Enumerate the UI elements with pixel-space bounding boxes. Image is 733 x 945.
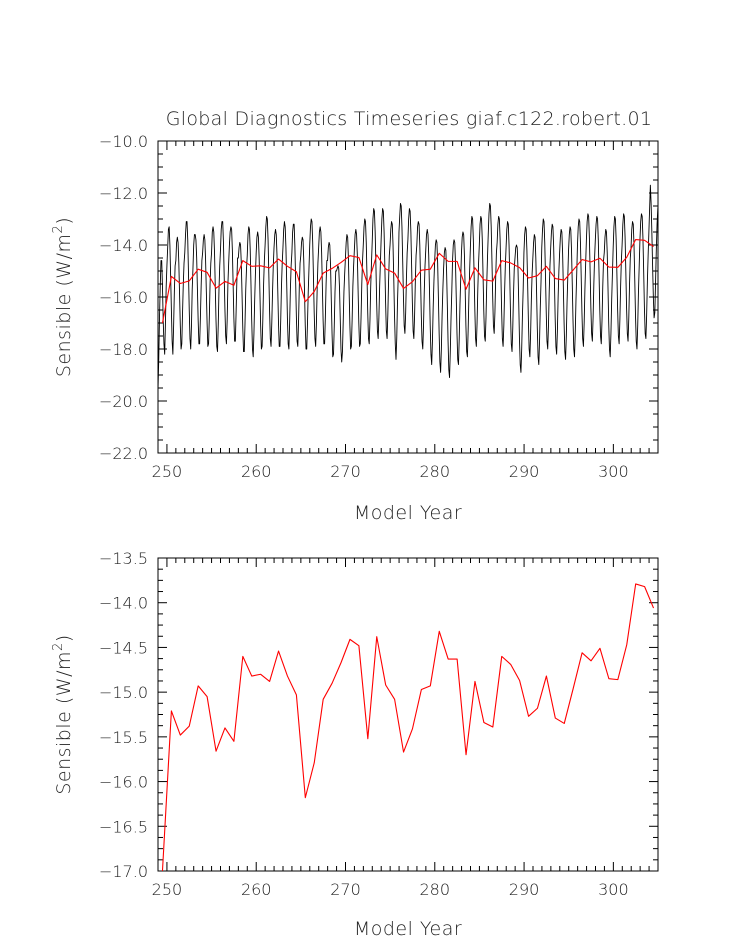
- bottom-y-tick-label: −14.5: [99, 638, 148, 657]
- top-y-tick-label: −22.0: [99, 444, 148, 463]
- top-x-tick-label: 290: [509, 462, 540, 481]
- top-y-tick-label: −20.0: [99, 392, 148, 411]
- top-y-tick-label: −14.0: [99, 236, 148, 255]
- bottom-y-tick-label: −15.5: [99, 728, 148, 747]
- bottom-series-annual: [161, 583, 655, 871]
- top-y-tick-label: −10.0: [99, 132, 148, 151]
- chart-title: Global Diagnostics Timeseries giaf.c122.…: [166, 108, 652, 130]
- bottom-x-tick-label: 260: [241, 880, 272, 899]
- bottom-x-tick-label: 300: [598, 880, 629, 899]
- top-y-tick-label: −12.0: [99, 184, 148, 203]
- top-x-tick-label: 260: [241, 462, 272, 481]
- top-x-tick-label: 250: [152, 462, 183, 481]
- bottom-y-tick-label: −16.5: [99, 817, 148, 836]
- bottom-y-axis-title: Sensible (W/m2): [51, 634, 75, 794]
- top-y-tick-label: −16.0: [99, 288, 148, 307]
- top-x-tick-label: 300: [598, 462, 629, 481]
- top-x-tick-label: 270: [330, 462, 361, 481]
- bottom-y-tick-label: −16.0: [99, 773, 148, 792]
- bottom-y-tick-label: −17.0: [99, 862, 148, 881]
- top-y-tick-label: −18.0: [99, 340, 148, 359]
- bottom-x-axis-title: Model Year: [354, 918, 462, 940]
- bottom-y-tick-label: −13.5: [99, 549, 148, 568]
- bottom-x-tick-label: 250: [152, 880, 183, 899]
- top-x-tick-label: 280: [420, 462, 451, 481]
- bottom-tick-marks: [157, 557, 659, 872]
- bottom-panel: 250 260 270 280 290 300 −17.0 −16.5 −16.0 −15.5 −1…: [51, 549, 659, 940]
- top-y-axis-title: Sensible (W/m2): [51, 217, 75, 377]
- bottom-x-tick-label: 270: [330, 880, 361, 899]
- bottom-plot-frame: [157, 557, 659, 872]
- top-series-monthly: [158, 184, 658, 391]
- bottom-x-tick-label: 280: [420, 880, 451, 899]
- top-series-annual: [161, 238, 654, 324]
- top-x-axis-title: Model Year: [354, 502, 462, 524]
- bottom-y-tick-label: −14.0: [99, 594, 148, 613]
- top-panel: 250 260 270 280 290 300 −22.0 −20.0 −18.0 −16.0 −1…: [51, 132, 659, 524]
- bottom-y-tick-label: −15.0: [99, 683, 148, 702]
- bottom-x-tick-label: 290: [509, 880, 540, 899]
